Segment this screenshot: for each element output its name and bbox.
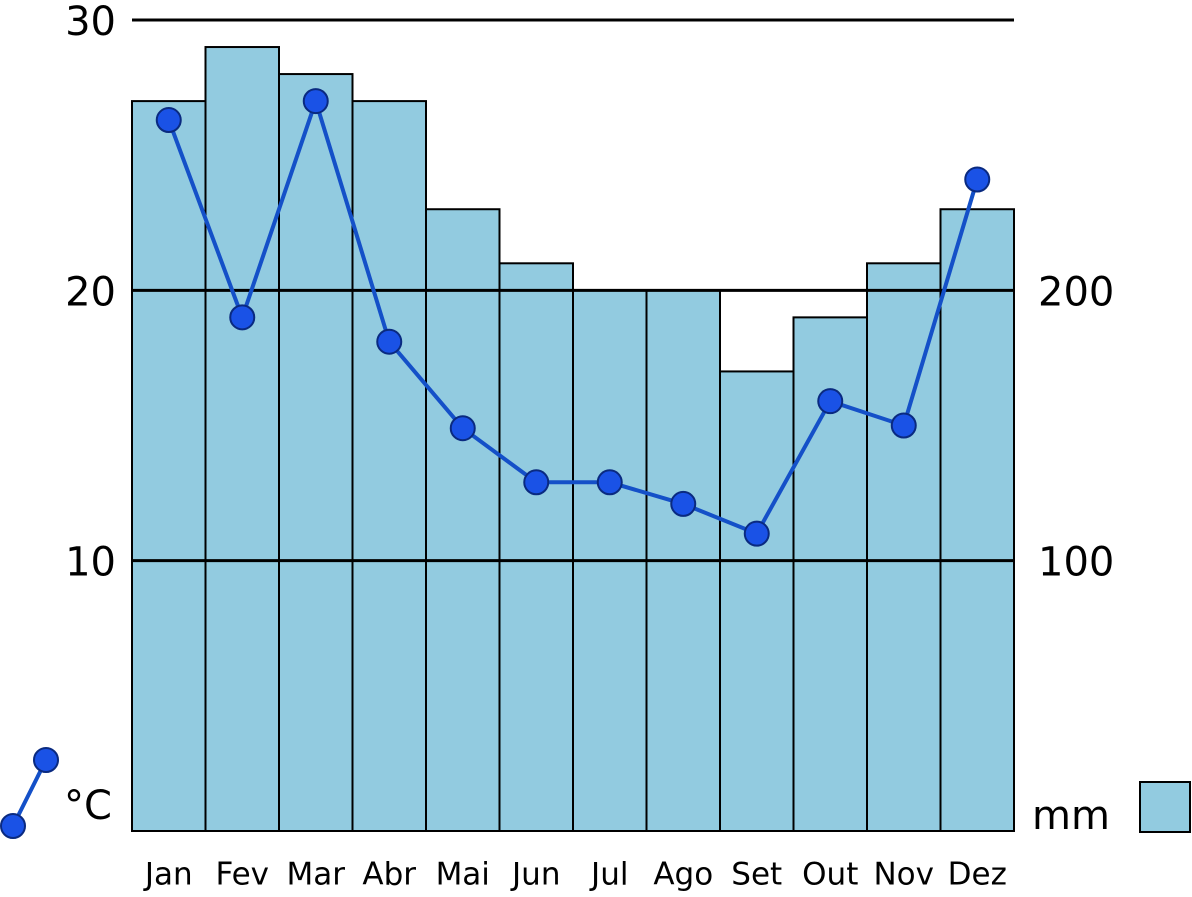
x-tick-label: Mai [436,857,490,893]
x-tick-label: Jan [143,857,193,893]
line-marker [376,328,403,355]
line-marker [817,388,844,415]
legend-marker [33,747,59,773]
bar [131,100,207,833]
x-tick-label: Fev [215,857,269,893]
y-tick-label: 30 [65,0,116,45]
x-tick-label: Jun [510,857,560,893]
line-marker [890,412,917,439]
bar [425,208,501,832]
x-tick-label: Abr [362,857,416,893]
line-marker [964,166,991,193]
line-marker [302,88,329,115]
y2-tick-label: 200 [1038,269,1114,315]
legend-label: mm [1032,793,1110,839]
x-tick-label: Jul [589,857,628,893]
line-marker [743,520,770,547]
x-tick-label: Out [802,857,858,893]
y-tick-label: 10 [65,540,116,586]
line-marker [229,304,256,331]
bar [351,100,427,833]
line-marker [155,107,182,134]
line-marker [449,415,476,442]
x-tick-label: Mar [287,857,346,893]
bar [866,262,942,832]
bar [278,73,354,833]
line-marker [670,490,697,517]
bar [498,262,574,832]
bar [204,46,280,833]
x-tick-label: Ago [653,857,713,893]
x-tick-label: Set [731,857,782,893]
legend-marker [0,813,26,839]
y-tick-label: 20 [65,269,116,315]
x-tick-label: Dez [948,857,1007,893]
bar [939,208,1015,832]
legend-swatch [1139,781,1191,833]
x-tick-label: Nov [873,857,934,893]
line-marker [523,469,550,496]
bar [719,370,795,832]
line-marker [596,469,623,496]
legend-label: °C [64,783,112,829]
y2-tick-label: 100 [1038,540,1114,586]
